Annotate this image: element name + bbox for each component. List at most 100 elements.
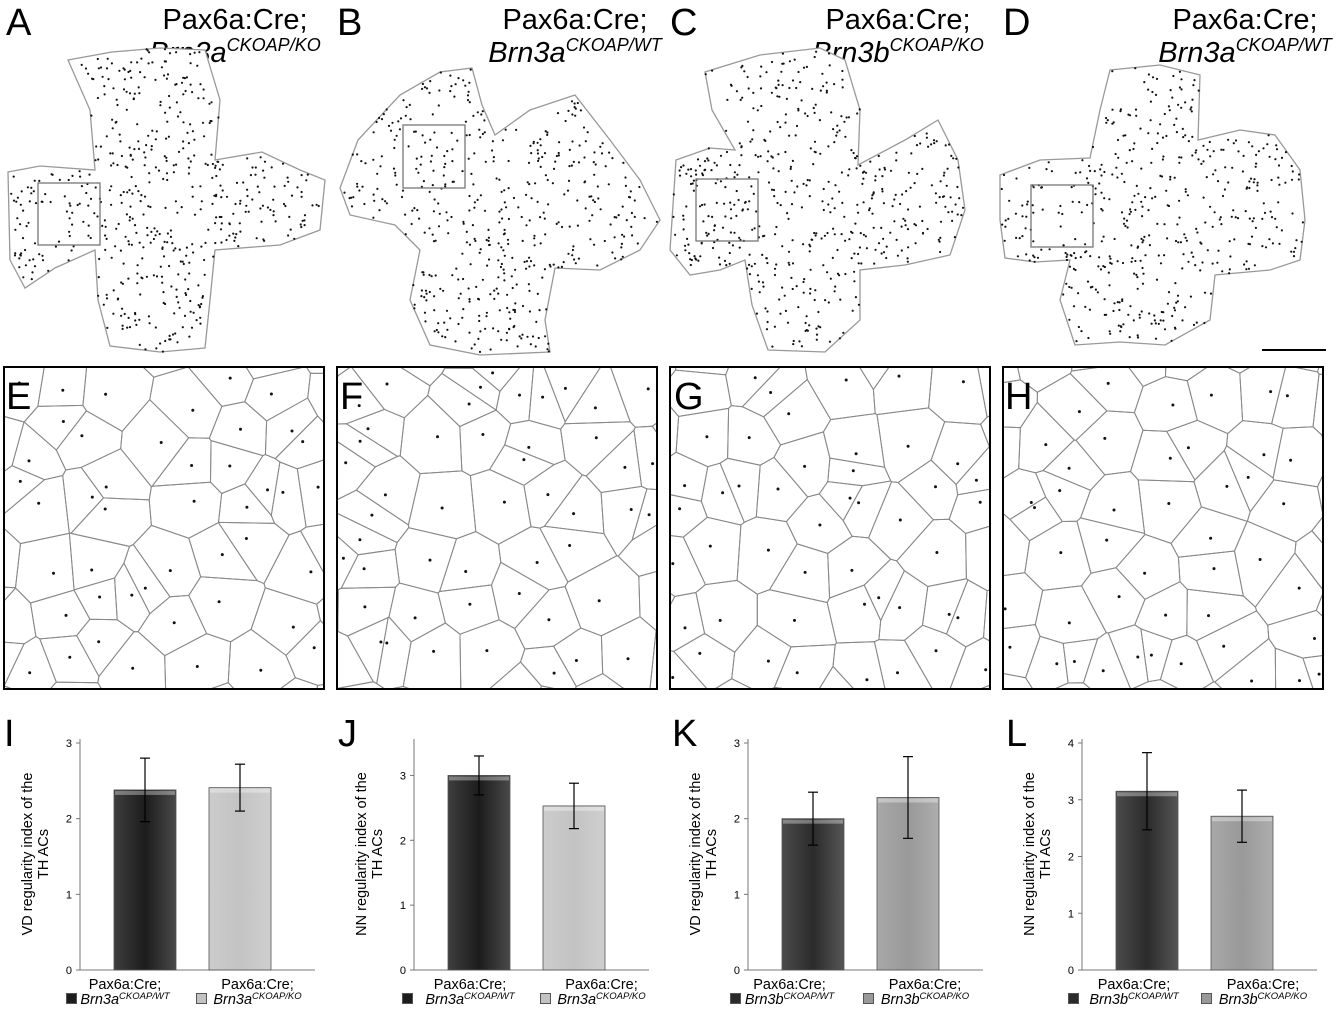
cell-dot	[1021, 204, 1024, 207]
voronoi-cell	[459, 619, 526, 688]
cell-dot	[1216, 261, 1219, 264]
voronoi-cell	[188, 576, 266, 643]
cell-dot	[740, 146, 743, 149]
cell-dot	[1071, 200, 1074, 203]
cell-dot	[300, 190, 303, 194]
cell-dot	[913, 182, 916, 185]
cell-dot	[1108, 284, 1111, 287]
cell-dot	[356, 182, 359, 185]
cell-dot	[757, 155, 760, 158]
cell-dot	[655, 220, 659, 223]
cell-dot	[893, 220, 896, 223]
cell-dot	[96, 215, 99, 218]
cell-dot	[790, 203, 794, 206]
cell-dot	[1192, 255, 1195, 258]
cell-dot	[383, 493, 387, 497]
voronoi-panel-h	[1002, 366, 1324, 690]
panel-letter-e: E	[6, 376, 32, 418]
cell-dot	[820, 237, 823, 240]
cell-dot	[1094, 288, 1097, 291]
cell-dot	[430, 154, 433, 157]
cell-dot	[134, 319, 137, 322]
cell-dot	[925, 136, 929, 139]
cell-dot	[942, 174, 946, 177]
cell-dot	[1108, 198, 1111, 201]
cell-dot	[1033, 260, 1036, 263]
cell-dot	[1225, 484, 1229, 488]
voronoi-e-svg	[5, 368, 323, 688]
cell-dot	[1072, 267, 1075, 270]
cell-dot	[1026, 203, 1029, 206]
voronoi-cell	[896, 518, 967, 588]
cell-dot	[128, 243, 131, 246]
cell-dot	[797, 306, 800, 309]
cell-dot	[1091, 285, 1094, 288]
cell-dot	[775, 225, 778, 229]
cell-dot	[363, 605, 367, 609]
cell-dot	[159, 104, 162, 107]
cell-dot	[517, 206, 520, 209]
cell-dot	[1117, 156, 1120, 159]
cell-dot	[412, 284, 415, 287]
cell-dot	[363, 202, 366, 206]
cell-dot	[827, 145, 830, 148]
cell-dot	[185, 254, 188, 257]
cell-dot	[1234, 216, 1237, 219]
cell-dot	[1123, 180, 1126, 184]
cell-dot	[468, 81, 471, 84]
cell-dot	[883, 166, 886, 169]
cell-dot	[593, 173, 596, 176]
cell-dot	[473, 237, 476, 240]
cell-dot	[780, 70, 783, 73]
voronoi-cell	[772, 686, 783, 688]
voronoi-cell	[1294, 530, 1322, 590]
cell-dot	[500, 338, 503, 341]
cell-dot	[214, 164, 217, 167]
cell-dot	[784, 309, 788, 312]
cell-dot	[1089, 255, 1092, 258]
cell-dot	[813, 111, 816, 114]
cell-dot	[757, 280, 761, 283]
cell-dot	[162, 177, 165, 181]
cell-dot	[1136, 276, 1139, 279]
cell-dot	[409, 118, 412, 121]
cell-dot	[552, 263, 555, 266]
cell-dot	[1247, 141, 1250, 144]
cell-dot	[694, 169, 697, 172]
cell-dot	[752, 91, 755, 94]
cell-dot	[848, 238, 851, 241]
cell-dot	[1149, 653, 1153, 657]
cell-dot	[507, 159, 510, 163]
cell-dot	[131, 217, 134, 220]
cell-dot	[289, 228, 292, 231]
cell-dot	[198, 306, 201, 309]
cell-dot	[850, 149, 853, 152]
cell-dot	[651, 462, 655, 466]
voronoi-cell	[671, 593, 676, 605]
cell-dot	[1103, 265, 1106, 269]
voronoi-cell	[827, 457, 892, 487]
cell-dot	[435, 146, 439, 149]
cell-dot	[424, 141, 427, 144]
cell-dot	[107, 78, 110, 81]
cell-dot	[1109, 257, 1112, 260]
cell-dot	[706, 157, 709, 160]
cell-dot	[1256, 189, 1259, 192]
cell-dot	[272, 214, 275, 217]
cell-dot	[692, 189, 696, 192]
cell-dot	[305, 179, 308, 182]
cell-dot	[1184, 306, 1187, 309]
cell-dot	[808, 243, 811, 246]
cell-dot	[571, 140, 574, 143]
cell-dot	[870, 197, 874, 200]
cell-dot	[1197, 89, 1200, 92]
cell-dot	[473, 201, 476, 204]
cell-dot	[593, 151, 596, 154]
cell-dot	[497, 242, 500, 245]
cell-dot	[704, 73, 707, 76]
voronoi-cell	[388, 582, 446, 643]
cell-dot	[164, 206, 167, 209]
cell-dot	[71, 223, 74, 226]
cell-dot	[425, 87, 429, 90]
cell-dot	[596, 185, 599, 188]
